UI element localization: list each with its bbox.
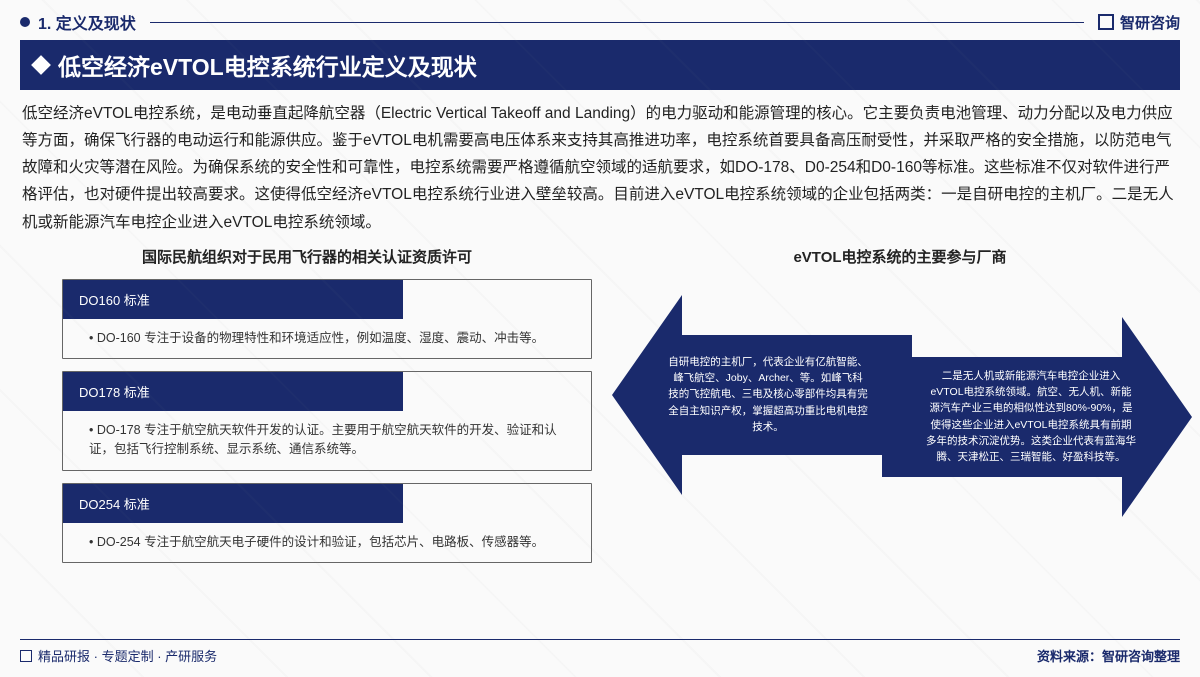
brand-text: 智研咨询: [1120, 12, 1180, 33]
footer-links: 精品研报 专题定制 产研服务: [38, 646, 217, 665]
vendors-heading: eVTOL电控系统的主要参与厂商: [622, 246, 1178, 267]
arrow-left: 自研电控的主机厂，代表企业有亿航智能、峰飞航空、Joby、Archer、等。如峰…: [612, 295, 912, 495]
standard-desc: DO-178 专注于航空航天软件开发的认证。主要用于航空航天软件的开发、验证和认…: [63, 411, 591, 470]
footer-link: 产研服务: [165, 649, 217, 664]
lower-content: 国际民航组织对于民用飞行器的相关认证资质许可 DO160 标准 DO-160 专…: [22, 244, 1178, 576]
section-label: 1. 定义及现状: [38, 10, 136, 34]
section-dot: [20, 17, 30, 27]
standard-block: DO178 标准 DO-178 专注于航空航天软件开发的认证。主要用于航空航天软…: [62, 371, 592, 471]
footer-source: 资料来源：智研咨询整理: [1037, 646, 1180, 665]
divider-line: [150, 22, 1084, 23]
arrow-right-text: 二是无人机或新能源汽车电控企业进入eVTOL电控系统领域。航空、无人机、新能源汽…: [882, 368, 1192, 466]
standard-title: DO178 标准: [63, 372, 403, 411]
standard-title: DO254 标准: [63, 484, 403, 523]
standards-heading: 国际民航组织对于民用飞行器的相关认证资质许可: [22, 246, 592, 267]
standard-desc: DO-160 专注于设备的物理特性和环境适应性，例如温度、湿度、震动、冲击等。: [63, 319, 591, 358]
standard-block: DO254 标准 DO-254 专注于航空航天电子硬件的设计和验证，包括芯片、电…: [62, 483, 592, 563]
vendors-column: eVTOL电控系统的主要参与厂商 自研电控的主机厂，代表企业有亿航智能、峰飞航空…: [622, 244, 1178, 576]
title-banner: 低空经济eVTOL电控系统行业定义及现状: [20, 40, 1180, 90]
footer-link: 精品研报: [38, 649, 102, 664]
standard-desc: DO-254 专注于航空航天电子硬件的设计和验证，包括芯片、电路板、传感器等。: [63, 523, 591, 562]
arrow-left-text: 自研电控的主机厂，代表企业有亿航智能、峰飞航空、Joby、Archer、等。如峰…: [612, 354, 912, 435]
standard-block: DO160 标准 DO-160 专注于设备的物理特性和环境适应性，例如温度、湿度…: [62, 279, 592, 359]
standard-title: DO160 标准: [63, 280, 403, 319]
main-paragraph: 低空经济eVTOL电控系统，是电动垂直起降航空器（Electric Vertic…: [22, 100, 1178, 236]
page-title: 低空经济eVTOL电控系统行业定义及现状: [58, 48, 477, 82]
brand-icon: [1098, 14, 1114, 30]
footer-brand-icon: [20, 650, 32, 662]
footer-link: 专题定制: [102, 649, 166, 664]
footer-left: 精品研报 专题定制 产研服务: [20, 646, 217, 665]
arrow-right: 二是无人机或新能源汽车电控企业进入eVTOL电控系统领域。航空、无人机、新能源汽…: [882, 317, 1192, 517]
top-bar: 1. 定义及现状 智研咨询: [0, 0, 1200, 38]
diamond-icon: [31, 55, 51, 75]
footer: 精品研报 专题定制 产研服务 资料来源：智研咨询整理: [20, 639, 1180, 665]
standards-column: 国际民航组织对于民用飞行器的相关认证资质许可 DO160 标准 DO-160 专…: [22, 244, 592, 576]
arrow-diagram: 自研电控的主机厂，代表企业有亿航智能、峰飞航空、Joby、Archer、等。如峰…: [622, 295, 1178, 525]
brand: 智研咨询: [1098, 12, 1180, 33]
